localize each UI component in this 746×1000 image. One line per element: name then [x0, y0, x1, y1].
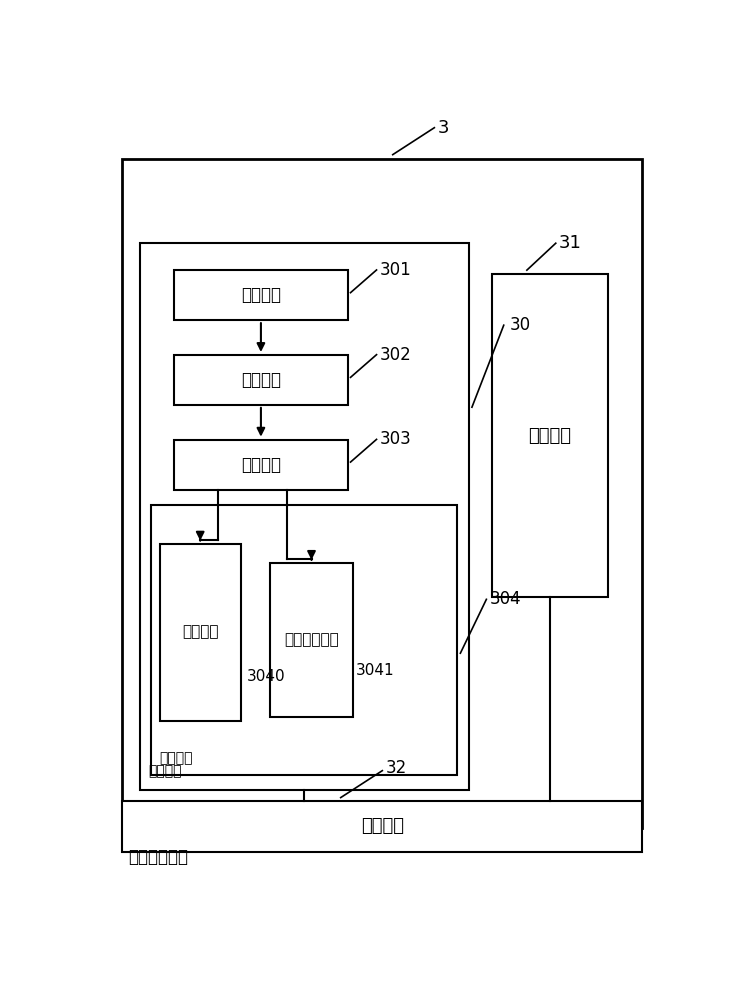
Text: 303: 303 — [380, 430, 411, 448]
Bar — [269, 563, 354, 717]
Text: 32: 32 — [385, 759, 407, 777]
Text: 301: 301 — [380, 261, 411, 279]
Bar — [175, 270, 348, 320]
Text: 31: 31 — [559, 234, 582, 252]
Bar — [175, 440, 348, 490]
Text: 304: 304 — [489, 590, 521, 608]
Text: 判断单元: 判断单元 — [241, 371, 281, 389]
Text: 3041: 3041 — [357, 663, 395, 678]
Text: 导航单元: 导航单元 — [361, 817, 404, 835]
Text: 下载单元: 下载单元 — [241, 456, 281, 474]
Text: 3040: 3040 — [246, 669, 285, 684]
Text: 302: 302 — [380, 346, 411, 364]
Text: 30: 30 — [510, 316, 530, 334]
Text: 语音单元: 语音单元 — [182, 625, 219, 640]
Bar — [122, 801, 642, 852]
Bar — [175, 355, 348, 405]
Text: 车载导航装置: 车载导航装置 — [128, 848, 188, 866]
Bar — [122, 158, 642, 828]
Text: 提示单元: 提示单元 — [160, 751, 193, 765]
Bar — [151, 505, 457, 774]
Text: 连接单元: 连接单元 — [241, 286, 281, 304]
Bar — [492, 274, 608, 597]
Text: 获取单元: 获取单元 — [148, 764, 182, 778]
Text: 视频显示单元: 视频显示单元 — [284, 632, 339, 647]
Text: 接收单元: 接收单元 — [528, 427, 571, 445]
Text: 3: 3 — [437, 119, 449, 137]
Bar — [140, 243, 469, 790]
Bar — [160, 544, 241, 721]
